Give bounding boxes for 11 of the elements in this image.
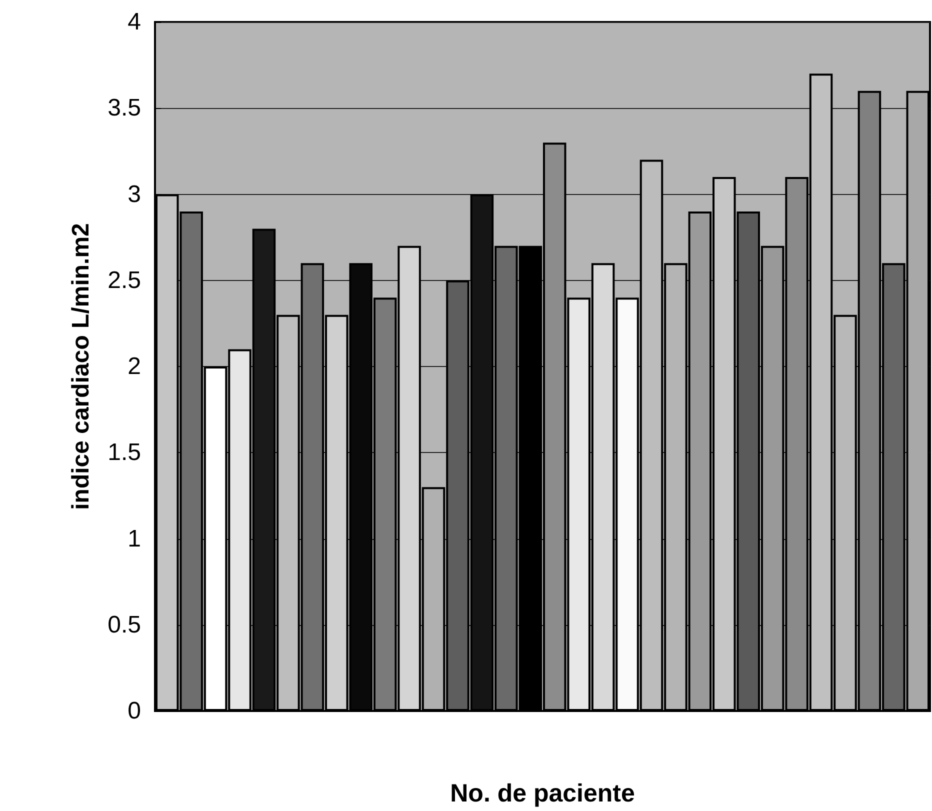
- y-tick-label: 1: [128, 525, 141, 552]
- x-axis-title: No. de paciente: [450, 780, 635, 808]
- y-axis-title: indice cardiaco L/min.m2: [68, 223, 94, 510]
- y-tick-label: 2: [128, 353, 141, 380]
- y-tick-label: 0: [128, 698, 141, 724]
- y-tick-label: 3: [128, 180, 141, 208]
- y-tick-label: 4: [128, 8, 141, 36]
- y-tick-label: 3.5: [108, 94, 141, 122]
- y-tick-label: 0.5: [108, 611, 141, 638]
- y-tick-label: 2.5: [108, 266, 141, 294]
- y-tick-label: 1.5: [108, 439, 141, 466]
